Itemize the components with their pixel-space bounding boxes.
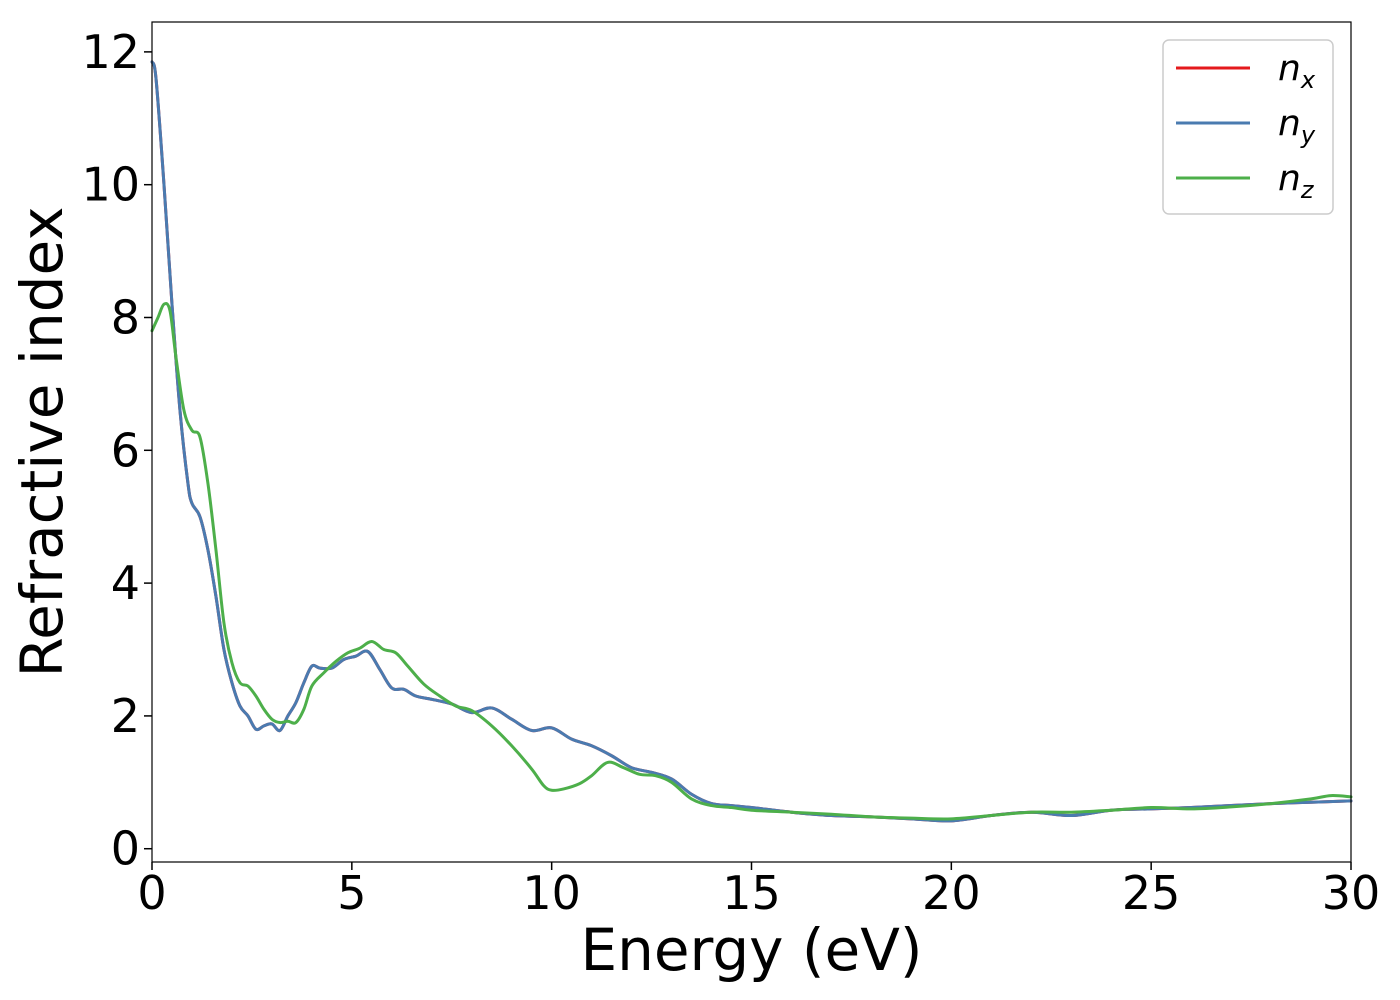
x-tick-label: 20 xyxy=(922,866,981,920)
legend-subscript: x xyxy=(1300,66,1316,94)
y-axis-title: Refractive index xyxy=(8,206,76,677)
legend-subscript: z xyxy=(1300,176,1315,204)
series-line-ny xyxy=(150,60,1353,823)
y-tick-label: 4 xyxy=(111,556,140,610)
y-tick-label: 6 xyxy=(111,423,140,477)
y-tick-label: 12 xyxy=(81,25,140,79)
legend-subscript: y xyxy=(1300,121,1316,149)
y-tick-label: 10 xyxy=(81,158,140,212)
series-line-nz xyxy=(150,301,1353,821)
x-tick-label: 5 xyxy=(337,866,366,920)
x-tick-label: 10 xyxy=(522,866,581,920)
x-tick-label: 15 xyxy=(722,866,781,920)
y-tick-label: 8 xyxy=(111,290,140,344)
y-axis: 0 2 4 6 8 10 12 xyxy=(81,25,152,876)
x-tick-label: 0 xyxy=(137,866,166,920)
x-tick-label: 25 xyxy=(1122,866,1181,920)
x-axis-title: Energy (eV) xyxy=(580,916,922,984)
x-axis: 0 5 10 15 20 25 30 xyxy=(137,862,1380,920)
y-tick-label: 0 xyxy=(111,822,140,876)
legend-box xyxy=(1162,39,1334,215)
y-tick-label: 2 xyxy=(111,689,140,743)
x-tick-label: 30 xyxy=(1322,866,1381,920)
series-layer xyxy=(150,60,1353,823)
